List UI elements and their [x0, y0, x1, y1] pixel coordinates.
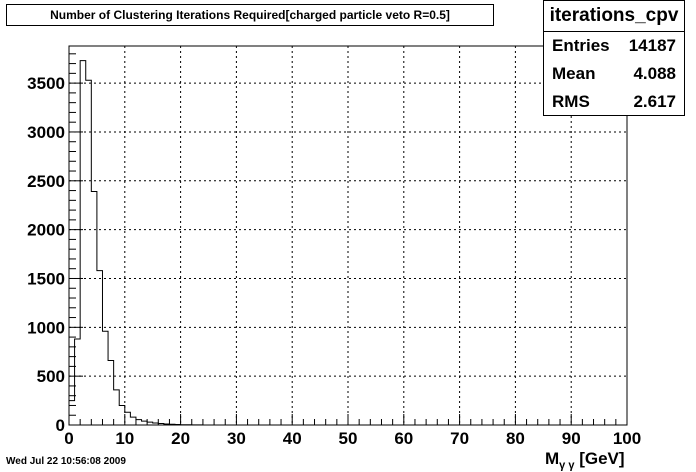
stats-rms-value: 2.617 [633, 92, 676, 111]
stats-rms-row: RMS 2.617 [544, 88, 684, 116]
y-tick-label: 1000 [27, 318, 65, 337]
x-tick-label: 60 [394, 429, 413, 448]
histogram-bin [86, 80, 92, 425]
x-axis-title-unit: [GeV] [579, 449, 625, 468]
x-axis-title-subscript: γ γ [559, 459, 575, 472]
histogram-bin [142, 421, 148, 425]
stats-mean-value: 4.088 [633, 64, 676, 83]
histogram-bin [169, 424, 175, 425]
x-tick-label: 20 [171, 429, 190, 448]
x-tick-label: 100 [613, 429, 641, 448]
x-tick-label: 10 [115, 429, 134, 448]
grid-lines [69, 46, 627, 425]
histogram-bin [102, 331, 108, 425]
y-tick-label: 3500 [27, 74, 65, 93]
axes: 0 10 20 30 40 50 60 70 80 90 100050010001500200025… [27, 53, 641, 448]
stats-entries-value: 14187 [628, 36, 676, 55]
y-tick-label: 3000 [27, 123, 65, 142]
histogram-bin [119, 405, 125, 425]
stats-entries-row: Entries 14187 [544, 32, 684, 60]
stats-box: iterations_cpv Entries 14187 Mean 4.088 … [543, 0, 685, 116]
histogram-bin [69, 401, 75, 425]
x-tick-label: 30 [227, 429, 246, 448]
x-tick-label: 40 [283, 429, 302, 448]
histogram-bin [136, 420, 142, 425]
histogram-bin [91, 192, 97, 425]
chart-title: Number of Clustering Iterations Required… [6, 4, 494, 26]
x-tick-label: 90 [562, 429, 581, 448]
histogram-bin [164, 424, 170, 425]
y-tick-label: 500 [37, 367, 65, 386]
histogram-bin [108, 361, 114, 425]
stats-rms-label: RMS [552, 92, 590, 111]
histogram-bins [69, 61, 203, 425]
stats-mean-label: Mean [552, 64, 596, 83]
histogram-bin [130, 417, 136, 425]
histogram-bin [153, 423, 159, 425]
x-axis-title-main: M [545, 449, 560, 468]
x-tick-label: 80 [506, 429, 525, 448]
y-tick-label: 0 [56, 416, 65, 435]
histogram-bin [125, 412, 131, 425]
histogram-bin [80, 61, 86, 425]
x-tick-label: 70 [450, 429, 469, 448]
histogram-bin [75, 339, 81, 425]
y-tick-label: 2000 [27, 221, 65, 240]
date-stamp: Wed Jul 22 10:56:08 2009 [6, 456, 126, 467]
x-axis-title: Mγ γ [GeV] [545, 449, 625, 471]
stats-mean-row: Mean 4.088 [544, 60, 684, 88]
y-tick-label: 2500 [27, 172, 65, 191]
histogram-bin [158, 424, 164, 425]
histogram-bin [97, 271, 103, 425]
stats-entries-label: Entries [552, 36, 610, 55]
stats-histogram-name: iterations_cpv [544, 1, 684, 32]
x-tick-label: 50 [339, 429, 358, 448]
histogram-bin [147, 422, 153, 425]
histogram-bin [114, 390, 120, 425]
y-tick-label: 1500 [27, 269, 65, 288]
x-tick-label: 0 [64, 429, 73, 448]
